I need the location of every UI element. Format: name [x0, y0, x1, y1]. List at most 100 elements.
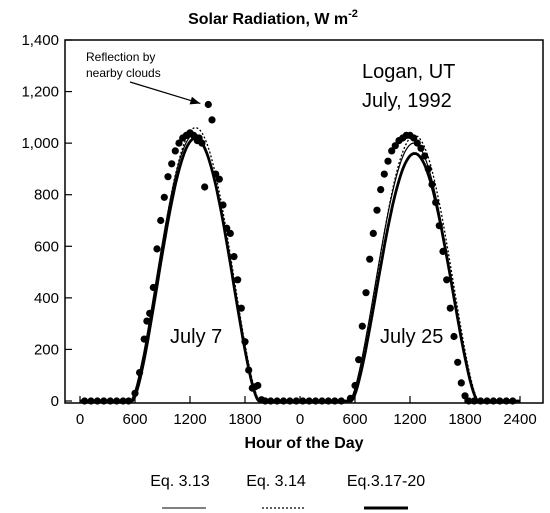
y-tick-label: 1,000	[21, 135, 59, 152]
measured-point	[391, 142, 399, 150]
measured-point	[149, 283, 157, 292]
measured-point	[292, 397, 300, 405]
annotation-reflection-line1: Reflection by	[86, 50, 155, 64]
measured-point	[380, 170, 388, 178]
measured-point	[373, 206, 381, 214]
measured-point	[439, 247, 447, 255]
measured-point	[160, 193, 168, 201]
x-tick-label: 0	[296, 411, 304, 428]
measured-point	[384, 157, 392, 165]
chart-title-superscript: -2	[348, 8, 358, 20]
measured-point	[351, 381, 359, 390]
annotation-reflection-line2: nearby clouds	[86, 66, 161, 80]
measured-point	[443, 276, 451, 284]
measured-point	[388, 147, 396, 155]
measured-point	[435, 222, 443, 230]
x-axis: 0 600 1200 1800 0 600 1200 1800 2400	[76, 396, 537, 428]
measured-point	[366, 255, 374, 263]
measured-point	[143, 317, 151, 325]
measured-point	[157, 216, 165, 225]
measured-point	[299, 397, 307, 405]
measured-point	[136, 369, 144, 377]
x-axis-label: Hour of the Day	[244, 435, 363, 452]
y-tick-label: 400	[34, 290, 59, 307]
measured-point	[230, 253, 238, 261]
annotation-july-7: July 7	[170, 326, 222, 348]
annotation-location: Logan, UT	[362, 61, 455, 83]
measured-point	[241, 338, 249, 346]
measured-point	[358, 322, 366, 330]
measured-point	[267, 397, 275, 405]
measured-point	[201, 183, 209, 191]
y-tick-label: 1,200	[21, 84, 59, 101]
measured-point	[331, 397, 339, 405]
measured-points	[81, 100, 517, 405]
legend-label-eq313: Eq. 3.13	[150, 473, 210, 490]
measured-point	[483, 397, 491, 405]
measured-point	[410, 134, 418, 142]
measured-point	[140, 335, 148, 343]
measured-point	[421, 152, 429, 160]
measured-point	[171, 147, 179, 155]
measured-point	[377, 186, 385, 194]
annotation-july-25: July 25	[380, 326, 443, 348]
x-tick-label: 1800	[448, 411, 481, 428]
y-axis: 0 200 400 600 800 1,000 1,200 1,400	[21, 32, 72, 410]
measured-point	[318, 397, 326, 405]
measured-point	[219, 201, 227, 209]
chart-title-main: Solar Radiation, W m	[188, 11, 348, 28]
measured-point	[164, 173, 172, 181]
measured-point	[131, 389, 139, 397]
measured-point	[286, 397, 294, 405]
measured-point	[450, 332, 458, 341]
measured-point	[305, 397, 313, 405]
measured-point	[106, 397, 114, 405]
measured-point	[355, 356, 363, 364]
measured-point	[461, 392, 469, 400]
measured-point	[87, 397, 95, 405]
measured-point	[465, 397, 473, 405]
x-tick-label: 0	[76, 411, 84, 428]
measured-point	[454, 358, 462, 366]
series-layer	[80, 127, 520, 403]
series-line-3	[80, 136, 520, 403]
x-tick-label: 2400	[503, 411, 536, 428]
measured-point	[424, 165, 432, 173]
measured-point	[153, 245, 161, 253]
annotation-arrow-head	[189, 96, 201, 105]
measured-point	[502, 397, 510, 405]
measured-point	[369, 229, 377, 237]
legend-label-eq317: Eq.3.17-20	[347, 473, 425, 490]
x-tick-label: 1800	[228, 411, 261, 428]
x-tick-label: 1200	[393, 411, 426, 428]
measured-point	[496, 397, 504, 405]
measured-point	[509, 397, 517, 405]
measured-point	[324, 397, 332, 405]
measured-point	[273, 397, 281, 405]
measured-point	[446, 304, 454, 312]
measured-point	[208, 116, 216, 124]
measured-point	[113, 397, 121, 405]
measured-point	[312, 397, 320, 405]
measured-point	[168, 160, 176, 168]
measured-point	[175, 139, 183, 147]
measured-point	[362, 289, 370, 297]
measured-point	[470, 397, 478, 405]
measured-point	[432, 198, 440, 206]
measured-point	[337, 397, 345, 405]
measured-point	[204, 100, 212, 109]
measured-point	[428, 180, 436, 188]
measured-point	[279, 397, 288, 405]
y-tick-label: 600	[34, 238, 59, 255]
measured-point	[457, 379, 465, 387]
measured-point	[237, 304, 245, 312]
y-tick-label: 800	[34, 187, 59, 204]
legend: Eq. 3.13 Eq. 3.14 Eq.3.17-20	[150, 473, 425, 510]
y-tick-label: 200	[34, 341, 59, 358]
measured-point	[119, 397, 127, 405]
measured-point	[81, 397, 89, 405]
measured-point	[146, 309, 154, 317]
plot-frame	[64, 39, 544, 404]
measured-point	[489, 397, 497, 405]
